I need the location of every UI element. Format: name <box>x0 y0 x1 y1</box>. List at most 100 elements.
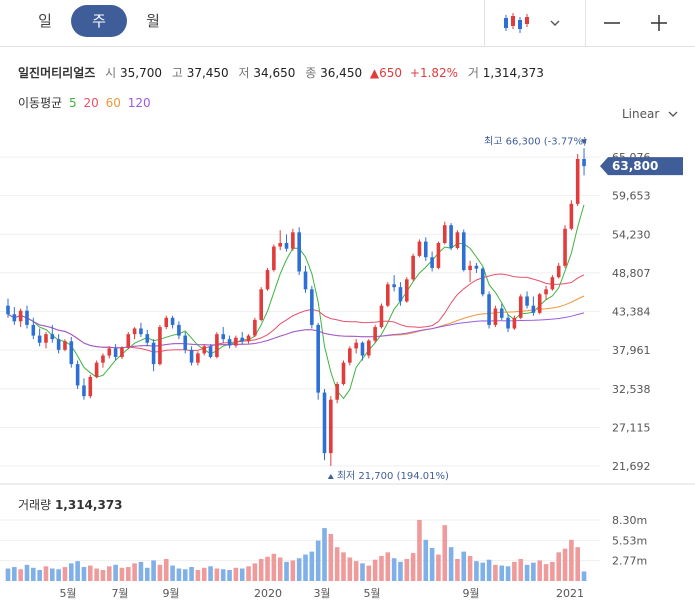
candle-body <box>25 310 29 325</box>
candle <box>297 227 301 276</box>
open-value: 35,700 <box>119 66 162 80</box>
candle <box>189 346 194 366</box>
candle-body <box>113 348 118 357</box>
chart-type-button[interactable] <box>496 0 536 46</box>
candle <box>569 200 574 231</box>
candle-body <box>499 308 504 318</box>
candle <box>487 291 491 329</box>
period-daily[interactable]: 일 <box>38 12 52 30</box>
candle <box>221 327 226 343</box>
candle <box>468 260 472 283</box>
candle <box>423 237 428 261</box>
candle <box>44 332 48 349</box>
candle-body <box>164 317 169 328</box>
change-value: ▲650 <box>369 66 403 80</box>
stock-name: 일진머티리얼즈 <box>18 66 96 80</box>
volume-panel-title: 거래량 1,314,373 <box>18 496 123 513</box>
candle <box>215 332 219 359</box>
candle-body <box>94 362 99 377</box>
candle <box>442 221 447 245</box>
zoom-in-button[interactable] <box>643 0 675 46</box>
zoom-out-button[interactable] <box>596 0 628 46</box>
volume-bar <box>296 558 302 581</box>
candle-body <box>506 317 510 329</box>
candle <box>259 287 263 322</box>
volume-bar <box>189 567 194 581</box>
top-toolbar: 일 주 월 <box>0 0 695 47</box>
candle-body <box>341 362 346 385</box>
volume-bar <box>37 569 42 581</box>
candle <box>563 225 567 268</box>
volume-bar <box>562 548 568 581</box>
price-tick-label: 32,538 <box>612 383 651 396</box>
volume-bar <box>220 569 226 581</box>
candle <box>113 344 118 361</box>
candle <box>461 229 466 272</box>
candle-body <box>145 334 150 343</box>
ma-60: 60 <box>105 96 121 110</box>
candle <box>335 381 339 404</box>
period-weekly[interactable]: 주 <box>71 5 127 37</box>
candle-body <box>404 279 409 302</box>
volume-bar <box>43 566 49 581</box>
candle <box>63 339 67 352</box>
volume-title-label: 거래량 <box>18 498 52 512</box>
volume-bar <box>5 568 11 581</box>
volume-bar <box>328 533 334 581</box>
candle-body <box>329 399 333 454</box>
volume-bar <box>315 540 321 581</box>
candle <box>158 324 162 366</box>
volume-title-value: 1,314,373 <box>54 498 123 512</box>
candle <box>208 344 213 359</box>
low-label: 저 <box>238 66 250 80</box>
price-tick-label: 27,115 <box>612 421 651 434</box>
candle-body <box>525 296 529 306</box>
candle-body <box>120 347 124 357</box>
candle-body <box>322 392 327 454</box>
candle <box>525 291 529 309</box>
candle-body <box>379 305 384 328</box>
price-tick-label: 21,692 <box>612 460 651 473</box>
candle-body <box>63 341 67 350</box>
volume-bar <box>309 551 315 581</box>
candle-body <box>367 340 371 356</box>
volume-bar <box>493 564 498 581</box>
candle <box>278 230 282 251</box>
volume-bar <box>246 566 251 581</box>
candle-body <box>31 324 36 336</box>
candle-body <box>44 334 48 343</box>
candle-body <box>139 328 143 335</box>
candle <box>18 308 23 328</box>
candle <box>101 353 105 368</box>
chart-type-dropdown[interactable] <box>543 0 567 46</box>
candle <box>480 267 485 297</box>
quote-summary: 일진머티리얼즈 시 35,700 고 37,450 저 34,650 종 36,… <box>18 64 544 81</box>
candle-body <box>442 225 447 244</box>
close-value: 36,450 <box>320 66 363 80</box>
volume-bar <box>233 567 239 581</box>
candle <box>379 303 384 329</box>
volume-bar <box>550 561 555 581</box>
scale-selector[interactable]: Linear <box>622 107 679 121</box>
ma-5-line <box>7 204 585 400</box>
volume-bar <box>461 551 467 581</box>
candle <box>6 298 10 318</box>
candle <box>303 265 308 293</box>
volume-bar <box>100 569 106 581</box>
volume-bar <box>81 567 87 581</box>
candle-body <box>12 314 17 322</box>
candle <box>367 339 371 359</box>
period-monthly[interactable]: 월 <box>146 12 160 30</box>
volume-bar <box>208 566 213 581</box>
time-tick-label: 3월 <box>313 587 330 600</box>
candle <box>94 360 99 379</box>
candle <box>139 322 143 338</box>
candle <box>107 346 112 359</box>
candle-body <box>253 319 257 336</box>
volume-bar <box>62 567 68 581</box>
candle-body <box>297 232 301 272</box>
low-marker-arrow <box>327 473 334 479</box>
volume-label: 거 <box>467 66 479 80</box>
volume-bar <box>157 564 163 581</box>
